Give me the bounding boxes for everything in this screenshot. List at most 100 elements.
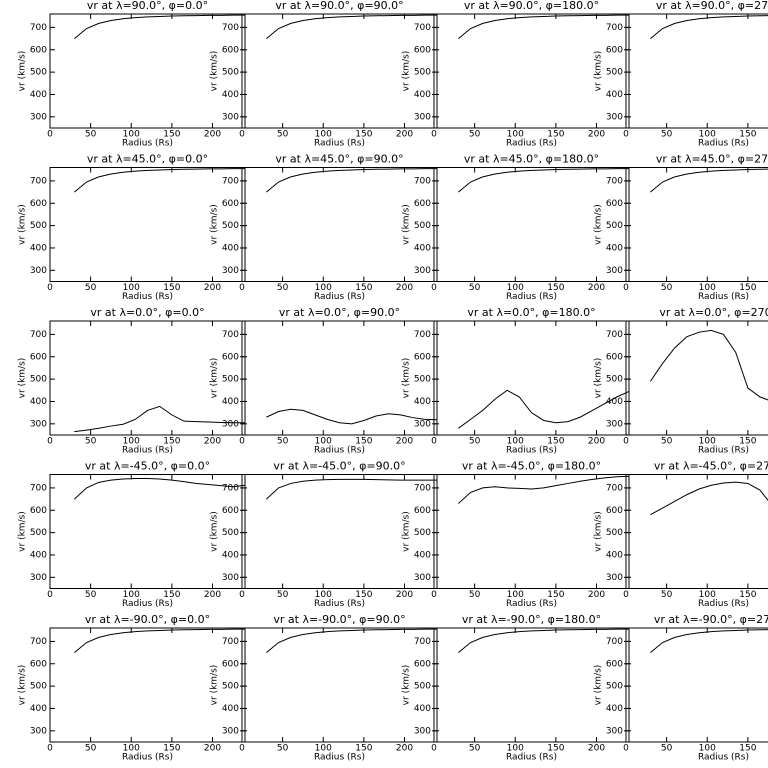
y-tick-label: 600 — [222, 506, 239, 516]
x-tick-label: 150 — [739, 590, 756, 600]
x-tick-label: 50 — [469, 283, 481, 293]
x-tick-label: 100 — [123, 744, 140, 754]
y-tick-label: 700 — [30, 483, 47, 493]
line — [458, 14, 629, 39]
y-tick-label: 600 — [606, 199, 623, 209]
y-axis-label: vr (km/s) — [18, 358, 28, 399]
y-tick-label: 600 — [414, 45, 431, 55]
chart-title: vr at λ=0.0°, φ=270.0° — [659, 306, 768, 319]
y-tick-label: 500 — [30, 68, 47, 78]
chart-title: vr at λ=-90.0°, φ=180.0° — [462, 613, 601, 626]
y-tick-label: 500 — [222, 528, 239, 538]
y-tick-label: 300 — [414, 573, 431, 583]
y-tick-label: 400 — [414, 243, 431, 253]
plot-frame — [625, 13, 768, 129]
panel: vr at λ=90.0°, φ=0.0° Radius (Rs) vr (km/s… — [18, 0, 246, 149]
x-tick-label: 150 — [739, 283, 756, 293]
x-tick-label: 0 — [623, 437, 629, 447]
y-tick-label: 700 — [30, 23, 47, 33]
y-tick-label: 400 — [30, 704, 47, 714]
x-tick-label: 200 — [396, 437, 413, 447]
y-tick-label: 500 — [30, 682, 47, 692]
chart-title: vr at λ=-90.0°, φ=0.0° — [85, 613, 210, 626]
x-tick-label: 200 — [204, 590, 221, 600]
x-tick-label: 100 — [699, 437, 716, 447]
x-axis-label: Radius (Rs) — [122, 753, 173, 763]
x-tick-label: 100 — [507, 283, 524, 293]
x-tick-label: 100 — [315, 744, 332, 754]
y-tick-label: 400 — [606, 704, 623, 714]
x-tick-label: 200 — [588, 130, 605, 140]
plot-frame — [49, 474, 246, 589]
y-axis-label: vr (km/s) — [18, 204, 28, 245]
chart-title: vr at λ=45.0°, φ=180.0° — [464, 153, 599, 166]
y-axis-label: vr (km/s) — [210, 51, 220, 92]
y-tick-label: 300 — [30, 573, 47, 583]
x-tick-label: 200 — [396, 590, 413, 600]
x-axis-label: Radius (Rs) — [314, 599, 365, 609]
x-tick-label: 0 — [623, 744, 629, 754]
x-axis-label: Radius (Rs) — [698, 139, 749, 149]
panel: vr at λ=-45.0°, φ=180.0° Radius (Rs) vr (k… — [402, 460, 630, 609]
y-tick-label: 600 — [222, 659, 239, 669]
plot-frame — [625, 167, 768, 282]
y-tick-label: 700 — [606, 637, 623, 647]
plot-frame — [241, 320, 438, 436]
x-tick-label: 100 — [315, 590, 332, 600]
plot-frame — [241, 627, 438, 743]
x-tick-label: 200 — [396, 744, 413, 754]
y-tick-label: 600 — [414, 199, 431, 209]
plot-frame — [433, 13, 630, 129]
y-tick-label: 700 — [30, 637, 47, 647]
y-tick-label: 700 — [222, 483, 239, 493]
line — [74, 168, 245, 193]
y-tick-label: 500 — [414, 221, 431, 231]
plot-frame — [433, 474, 630, 589]
y-tick-label: 600 — [222, 199, 239, 209]
y-tick-label: 300 — [414, 112, 431, 122]
y-axis-label: vr (km/s) — [594, 204, 604, 245]
x-tick-label: 0 — [239, 590, 245, 600]
x-axis-label: Radius (Rs) — [698, 446, 749, 456]
y-tick-label: 500 — [222, 682, 239, 692]
x-tick-label: 0 — [47, 283, 53, 293]
x-tick-label: 100 — [123, 437, 140, 447]
y-tick-label: 600 — [30, 506, 47, 516]
y-tick-label: 700 — [222, 637, 239, 647]
y-tick-label: 700 — [222, 330, 239, 340]
x-tick-label: 0 — [623, 130, 629, 140]
plot-frame — [241, 474, 438, 589]
x-tick-label: 100 — [315, 437, 332, 447]
x-tick-label: 50 — [661, 590, 673, 600]
y-tick-label: 300 — [222, 266, 239, 276]
y-tick-label: 400 — [414, 704, 431, 714]
x-tick-label: 0 — [431, 437, 437, 447]
y-tick-label: 600 — [414, 352, 431, 362]
chart-title: vr at λ=90.0°, φ=270.0° — [656, 0, 768, 12]
panel: vr at λ=45.0°, φ=180.0° Radius (Rs) vr (km… — [402, 153, 630, 302]
y-tick-label: 300 — [414, 419, 431, 429]
y-tick-label: 400 — [30, 550, 47, 560]
y-tick-label: 400 — [606, 397, 623, 407]
x-axis-label: Radius (Rs) — [506, 599, 557, 609]
x-tick-label: 200 — [588, 437, 605, 447]
chart-title: vr at λ=-90.0°, φ=270.0° — [654, 613, 768, 626]
y-tick-label: 400 — [222, 704, 239, 714]
x-tick-label: 0 — [431, 130, 437, 140]
x-tick-label: 200 — [396, 130, 413, 140]
x-axis-label: Radius (Rs) — [506, 139, 557, 149]
x-tick-label: 100 — [123, 590, 140, 600]
panel: vr at λ=-45.0°, φ=90.0° Radius (Rs) vr (km… — [210, 460, 438, 609]
chart-title: vr at λ=-90.0°, φ=90.0° — [273, 613, 405, 626]
x-tick-label: 0 — [431, 283, 437, 293]
chart-title: vr at λ=90.0°, φ=90.0° — [275, 0, 403, 12]
panel: vr at λ=-90.0°, φ=180.0° Radius (Rs) vr (k… — [402, 613, 630, 763]
y-tick-label: 500 — [606, 221, 623, 231]
x-tick-label: 50 — [277, 283, 289, 293]
y-tick-label: 600 — [606, 45, 623, 55]
chart-title: vr at λ=0.0°, φ=0.0° — [90, 306, 204, 319]
x-tick-label: 0 — [623, 283, 629, 293]
panel: vr at λ=90.0°, φ=270.0° Radius (Rs) vr (km… — [594, 0, 768, 149]
x-axis-label: Radius (Rs) — [506, 753, 557, 763]
